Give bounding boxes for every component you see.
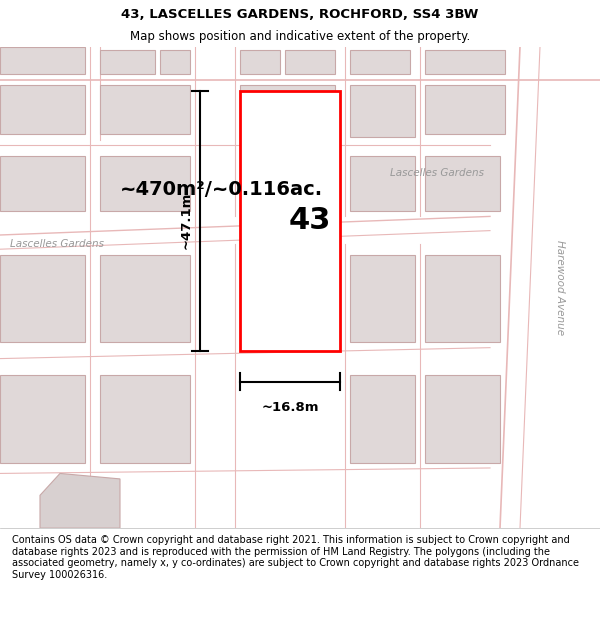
Bar (285, 50, 335, 74)
Text: Lascelles Gardens: Lascelles Gardens (10, 239, 104, 249)
Bar (240, 50, 280, 74)
Bar (350, 375, 415, 462)
Bar (240, 85, 335, 136)
Bar (0, 375, 85, 462)
Bar (100, 375, 190, 462)
Bar (350, 156, 415, 211)
Text: Contains OS data © Crown copyright and database right 2021. This information is : Contains OS data © Crown copyright and d… (12, 535, 579, 580)
Bar (425, 85, 505, 134)
Polygon shape (40, 474, 120, 528)
Bar (425, 156, 500, 211)
Text: ~470m²/~0.116ac.: ~470m²/~0.116ac. (120, 179, 323, 199)
Bar (350, 85, 415, 136)
Text: ~47.1m: ~47.1m (179, 192, 193, 249)
Bar (0, 47, 85, 74)
Text: Map shows position and indicative extent of the property.: Map shows position and indicative extent… (130, 30, 470, 43)
Text: 43: 43 (289, 206, 331, 235)
Bar (350, 50, 410, 74)
Bar (100, 85, 190, 134)
Bar (350, 255, 415, 342)
Text: Harewood Avenue: Harewood Avenue (555, 240, 565, 335)
Bar (100, 50, 155, 74)
Text: Lascelles Gardens: Lascelles Gardens (390, 168, 484, 177)
Bar (425, 50, 505, 74)
Bar (425, 255, 500, 342)
Text: ~16.8m: ~16.8m (261, 401, 319, 414)
Text: 43, LASCELLES GARDENS, ROCHFORD, SS4 3BW: 43, LASCELLES GARDENS, ROCHFORD, SS4 3BW (121, 8, 479, 21)
Bar (100, 156, 190, 211)
Bar (0, 85, 85, 134)
Bar (0, 156, 85, 211)
Bar (100, 255, 190, 342)
Bar (425, 375, 500, 462)
Bar (0, 255, 85, 342)
Bar (240, 91, 340, 351)
Bar (160, 50, 190, 74)
